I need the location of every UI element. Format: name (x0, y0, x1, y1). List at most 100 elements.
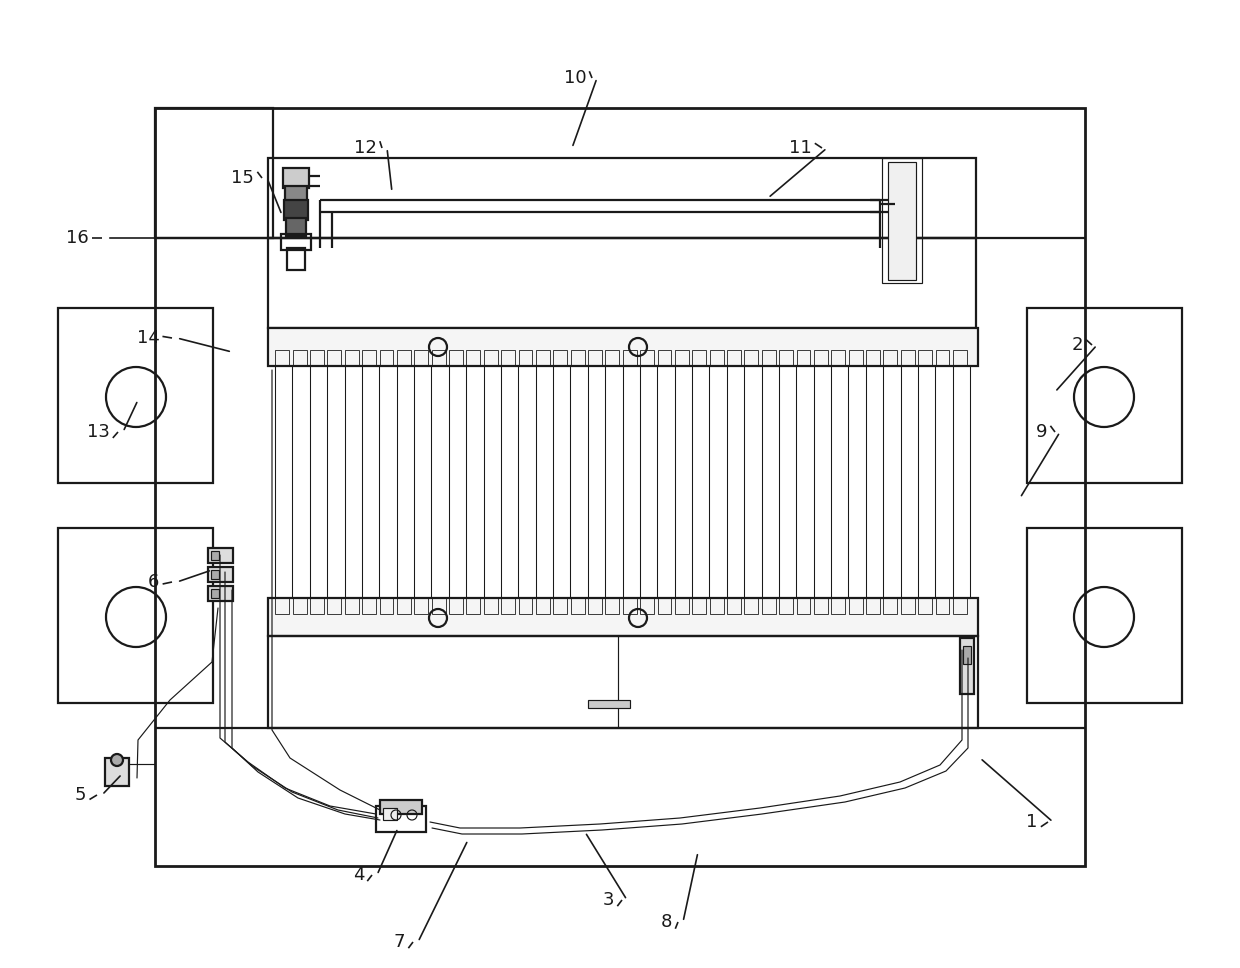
Bar (866, 350, 880, 366)
Bar (449, 350, 463, 366)
Bar (675, 598, 689, 614)
Bar (275, 350, 289, 366)
Bar (362, 598, 376, 614)
Bar (518, 598, 532, 614)
Bar (866, 598, 880, 614)
Bar (376, 806, 427, 832)
Bar (888, 162, 916, 280)
Bar (484, 598, 497, 614)
Bar (211, 570, 219, 579)
Bar (813, 350, 828, 366)
Bar (605, 350, 619, 366)
Bar (570, 350, 584, 366)
Bar (779, 598, 794, 614)
Bar (397, 350, 410, 366)
Bar (449, 598, 463, 614)
Bar (796, 350, 811, 366)
Bar (588, 700, 630, 708)
Bar (501, 350, 515, 366)
Text: 1: 1 (1027, 813, 1038, 831)
Bar (813, 598, 828, 614)
Bar (414, 598, 428, 614)
Bar (466, 598, 480, 614)
Bar (831, 350, 846, 366)
Bar (640, 350, 653, 366)
Bar (657, 598, 671, 614)
Bar (900, 598, 915, 614)
Bar (327, 598, 341, 614)
Bar (960, 638, 973, 694)
Bar (640, 598, 653, 614)
Bar (379, 598, 393, 614)
Bar (727, 350, 742, 366)
Bar (779, 350, 794, 366)
Bar (1027, 528, 1182, 703)
Bar (293, 598, 306, 614)
Bar (622, 350, 636, 366)
Text: 14: 14 (136, 329, 160, 347)
Bar (882, 158, 923, 283)
Bar (501, 598, 515, 614)
Bar (588, 350, 601, 366)
Bar (918, 350, 932, 366)
Text: 7: 7 (394, 933, 405, 951)
Bar (536, 350, 549, 366)
Bar (935, 598, 950, 614)
Bar (727, 598, 742, 614)
Text: 8: 8 (661, 913, 672, 931)
Bar (362, 350, 376, 366)
Bar (935, 350, 950, 366)
Bar (310, 350, 324, 366)
Bar (58, 528, 213, 703)
Bar (518, 350, 532, 366)
Bar (605, 598, 619, 614)
Bar (900, 350, 915, 366)
Bar (709, 350, 724, 366)
Bar (761, 350, 776, 366)
Bar (286, 218, 306, 236)
Text: 2: 2 (1071, 336, 1083, 354)
Bar (268, 328, 978, 366)
Bar (208, 548, 233, 563)
Bar (268, 158, 976, 238)
Bar (848, 350, 863, 366)
Bar (553, 350, 567, 366)
Bar (432, 350, 445, 366)
Bar (466, 350, 480, 366)
Bar (397, 598, 410, 614)
Bar (293, 350, 306, 366)
Bar (588, 598, 601, 614)
Bar (268, 636, 978, 728)
Text: 11: 11 (789, 139, 812, 157)
Bar (155, 108, 1085, 866)
Bar (709, 598, 724, 614)
Bar (383, 808, 397, 820)
Text: 13: 13 (87, 423, 110, 441)
Text: 5: 5 (74, 786, 87, 804)
Bar (744, 598, 759, 614)
Bar (208, 586, 233, 601)
Text: 4: 4 (352, 866, 365, 884)
Bar (831, 598, 846, 614)
Bar (744, 350, 759, 366)
Bar (484, 350, 497, 366)
Bar (155, 108, 273, 238)
Bar (536, 598, 549, 614)
Bar (211, 589, 219, 598)
Bar (268, 598, 978, 636)
Bar (692, 350, 707, 366)
Bar (281, 234, 311, 250)
Bar (432, 598, 445, 614)
Bar (283, 168, 309, 188)
Circle shape (112, 754, 123, 766)
Bar (379, 350, 393, 366)
Bar (275, 598, 289, 614)
Bar (883, 350, 898, 366)
Bar (345, 598, 358, 614)
Bar (58, 308, 213, 483)
Bar (284, 200, 308, 220)
Text: 3: 3 (603, 891, 614, 909)
Bar (211, 551, 219, 560)
Text: 6: 6 (149, 573, 160, 591)
Bar (345, 350, 358, 366)
